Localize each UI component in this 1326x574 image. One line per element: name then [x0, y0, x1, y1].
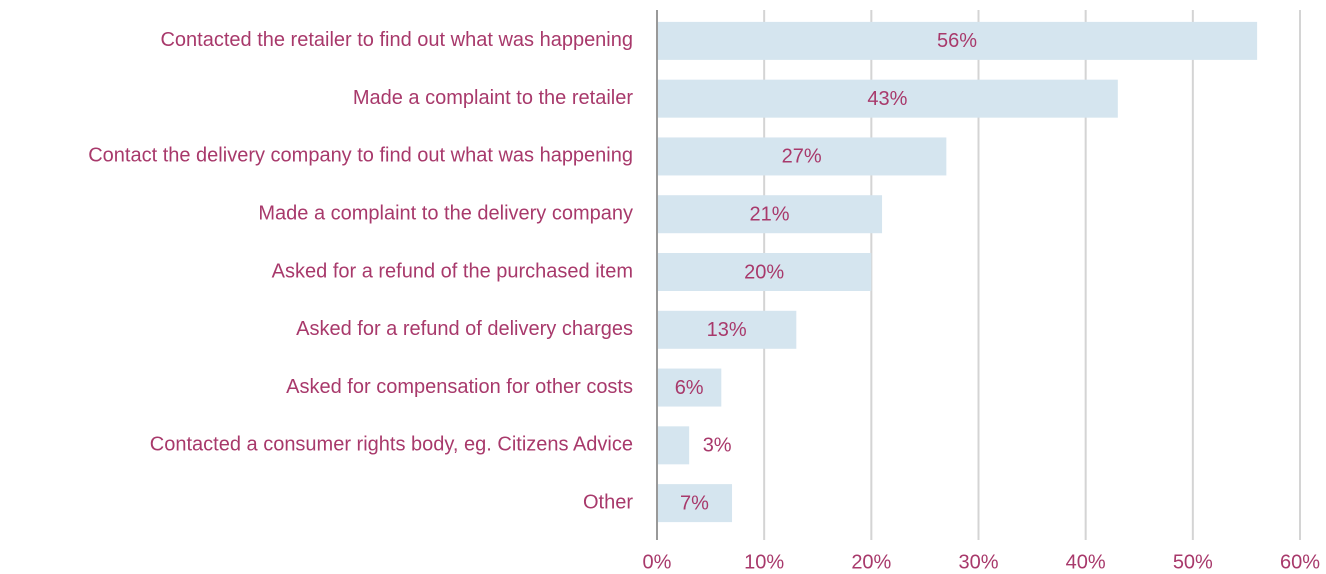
- value-label: 20%: [744, 261, 784, 283]
- x-tick-label: 60%: [1280, 551, 1320, 573]
- y-tick-label: Made a complaint to the retailer: [353, 87, 633, 109]
- y-tick-label: Contact the delivery company to find out…: [88, 145, 633, 167]
- bar: [657, 21, 1258, 60]
- y-tick-label: Asked for a refund of delivery charges: [296, 318, 633, 340]
- x-tick-label: 30%: [958, 551, 998, 573]
- value-label: 27%: [782, 146, 822, 168]
- value-label: 21%: [750, 204, 790, 226]
- value-label: 13%: [707, 319, 747, 341]
- value-label: 56%: [937, 30, 977, 52]
- y-tick-label: Asked for compensation for other costs: [286, 376, 633, 398]
- bar: [657, 195, 883, 234]
- value-label: 7%: [680, 492, 709, 514]
- x-tick-label: 40%: [1066, 551, 1106, 573]
- x-tick-label: 10%: [744, 551, 784, 573]
- value-label: 3%: [703, 435, 732, 457]
- value-label: 6%: [675, 377, 704, 399]
- y-tick-label: Made a complaint to the delivery company: [258, 203, 633, 225]
- x-tick-label: 50%: [1173, 551, 1213, 573]
- bar: [657, 79, 1118, 118]
- bar: [657, 426, 690, 465]
- bar: [657, 484, 733, 523]
- bar: [657, 368, 722, 407]
- bar: [657, 310, 797, 349]
- y-tick-label: Asked for a refund of the purchased item: [272, 260, 633, 282]
- x-tick-label: 0%: [643, 551, 672, 573]
- value-label: 43%: [867, 88, 907, 110]
- y-tick-label: Other: [583, 491, 633, 513]
- y-tick-label: Contacted the retailer to find out what …: [160, 29, 633, 51]
- x-tick-label: 20%: [851, 551, 891, 573]
- y-tick-label: Contacted a consumer rights body, eg. Ci…: [150, 434, 633, 456]
- bar: [657, 137, 947, 176]
- bar: [657, 253, 872, 291]
